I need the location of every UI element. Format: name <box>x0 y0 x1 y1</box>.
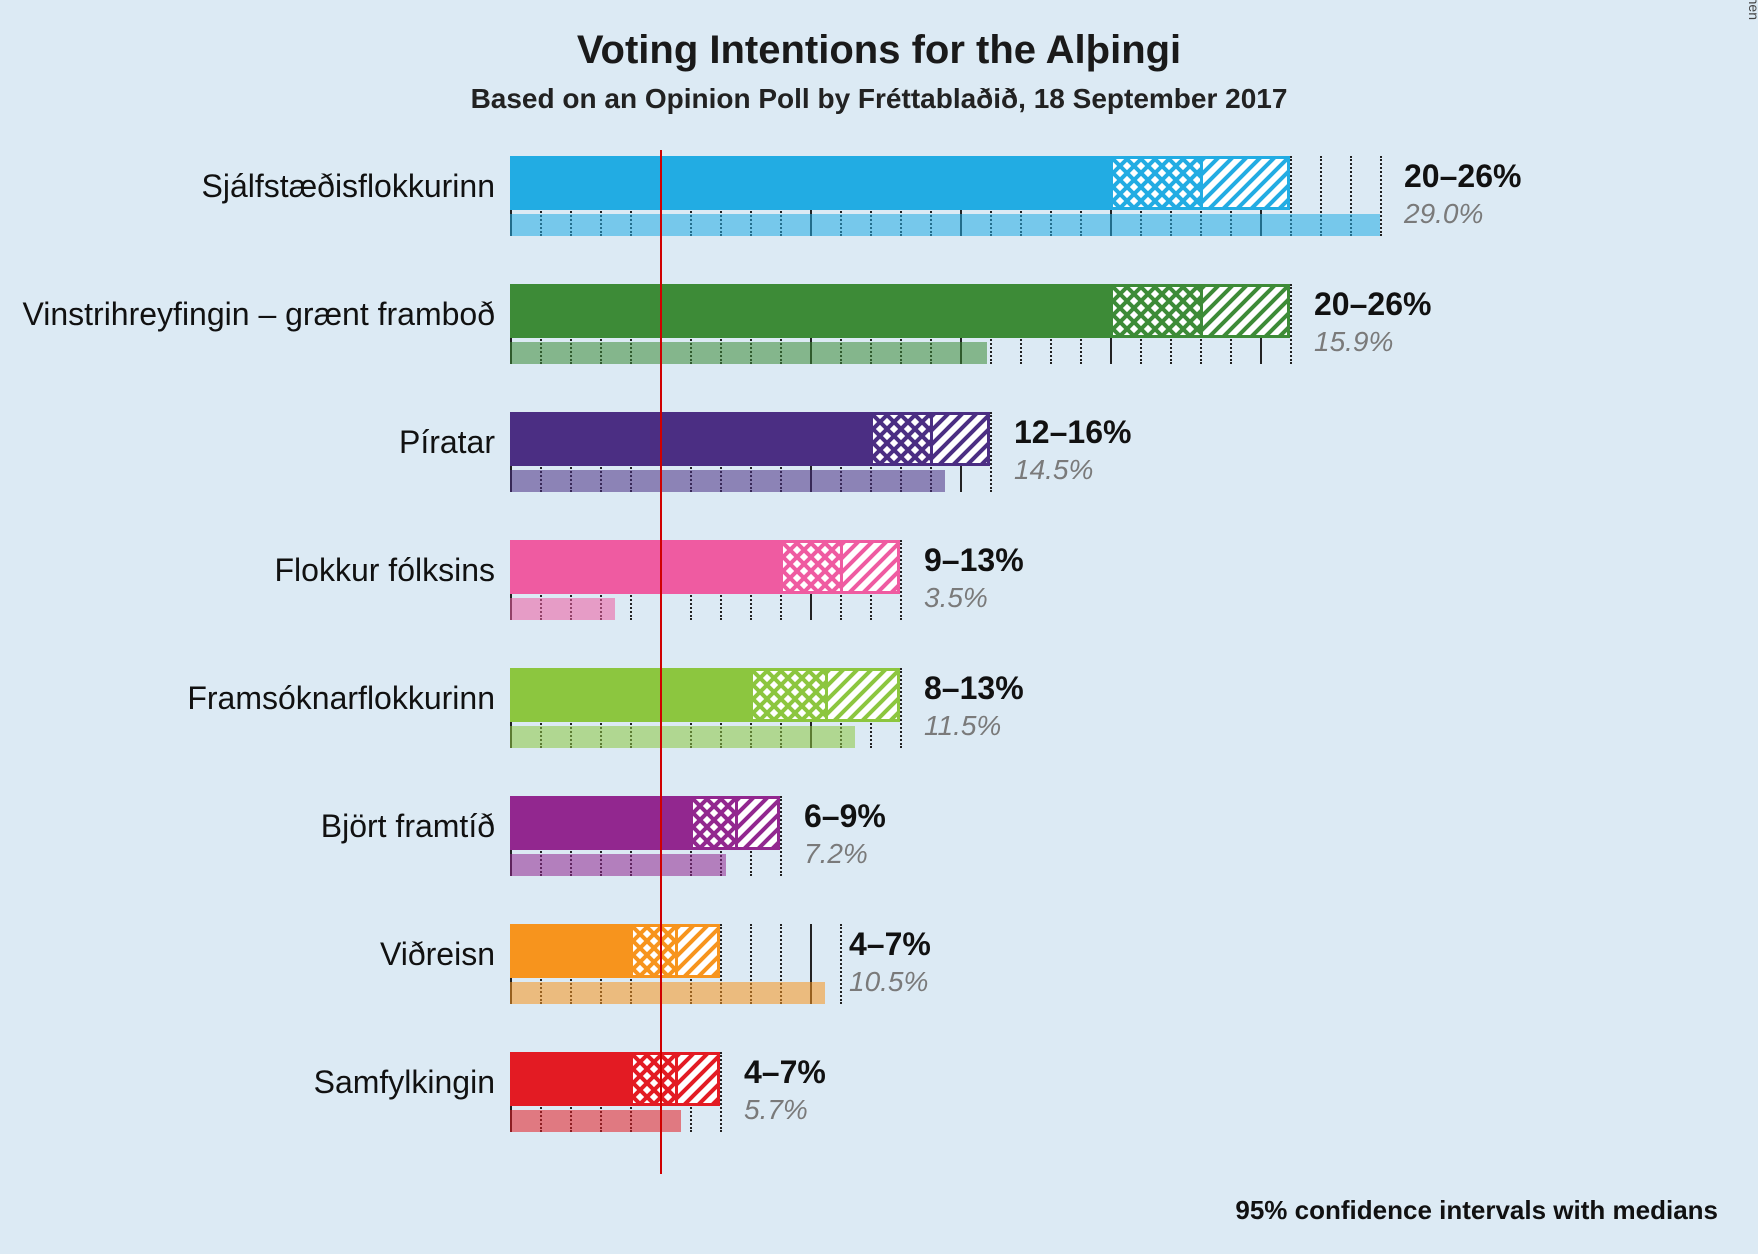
chart-title: Voting Intentions for the Alþingi <box>0 0 1758 73</box>
bar-ci-lower <box>1110 284 1200 338</box>
bar-ci-upper <box>840 540 900 594</box>
range-label: 6–9% <box>804 798 886 835</box>
previous-label: 3.5% <box>924 582 988 614</box>
bar-ci-upper <box>1200 284 1290 338</box>
previous-label: 29.0% <box>1404 198 1483 230</box>
chart-subtitle: Based on an Opinion Poll by Fréttablaðið… <box>0 83 1758 115</box>
party-label: Sjálfstæðisflokkurinn <box>0 168 495 205</box>
bar-ci-upper <box>1200 156 1290 210</box>
range-label: 9–13% <box>924 542 1024 579</box>
previous-label: 11.5% <box>924 710 1001 742</box>
bar-previous <box>510 598 615 620</box>
range-label: 12–16% <box>1014 414 1131 451</box>
previous-label: 15.9% <box>1314 326 1393 358</box>
party-row: Samfylkingin 4–7%5.7% <box>0 1046 1758 1174</box>
bar-ci-lower <box>750 668 825 722</box>
bar-solid <box>510 924 630 978</box>
bar-previous <box>510 1110 681 1132</box>
party-label: Björt framtíð <box>0 808 495 845</box>
copyright-text: © 2017 Filip van Laenen <box>1746 0 1758 20</box>
titles: Voting Intentions for the Alþingi Based … <box>0 0 1758 115</box>
range-label: 4–7% <box>744 1054 826 1091</box>
bar-ci-lower <box>630 1052 675 1106</box>
bar-previous <box>510 342 987 364</box>
party-row: Björt framtíð 6–9%7.2% <box>0 790 1758 918</box>
party-row: Vinstrihreyfingin – grænt framboð 20–26%1… <box>0 278 1758 406</box>
footer-note: 95% confidence intervals with medians <box>1235 1195 1718 1226</box>
party-label: Flokkur fólksins <box>0 552 495 589</box>
bar-ci-lower <box>690 796 735 850</box>
bar-previous <box>510 982 825 1004</box>
party-row: Viðreisn 4–7%10.5% <box>0 918 1758 1046</box>
party-label: Vinstrihreyfingin – grænt framboð <box>0 296 495 333</box>
bar-previous <box>510 854 726 876</box>
bar-previous <box>510 214 1380 236</box>
bar-ci-lower <box>1110 156 1200 210</box>
party-label: Viðreisn <box>0 936 495 973</box>
bar-ci-lower <box>780 540 840 594</box>
previous-label: 10.5% <box>849 966 928 998</box>
bar-previous <box>510 470 945 492</box>
bar-solid <box>510 284 1110 338</box>
bar-solid <box>510 412 870 466</box>
range-label: 4–7% <box>849 926 931 963</box>
bar-ci-upper <box>675 1052 720 1106</box>
party-row: Sjálfstæðisflokkurinn 20–26%29.0% <box>0 150 1758 278</box>
range-label: 8–13% <box>924 670 1024 707</box>
party-label: Samfylkingin <box>0 1064 495 1101</box>
chart-area: Sjálfstæðisflokkurinn20–26%29.0%Vinstrih… <box>0 150 1758 1174</box>
bar-ci-lower <box>630 924 675 978</box>
bar-ci-upper <box>825 668 900 722</box>
bar-solid <box>510 540 780 594</box>
bar-ci-upper <box>675 924 720 978</box>
range-label: 20–26% <box>1404 158 1521 195</box>
previous-label: 5.7% <box>744 1094 808 1126</box>
bar-solid <box>510 1052 630 1106</box>
bar-ci-lower <box>870 412 930 466</box>
party-row: Flokkur fólksins 9–13%3.5% <box>0 534 1758 662</box>
bar-solid <box>510 796 690 850</box>
previous-label: 7.2% <box>804 838 868 870</box>
party-label: Píratar <box>0 424 495 461</box>
previous-label: 14.5% <box>1014 454 1093 486</box>
party-label: Framsóknarflokkurinn <box>0 680 495 717</box>
bar-ci-upper <box>735 796 780 850</box>
bar-ci-upper <box>930 412 990 466</box>
range-label: 20–26% <box>1314 286 1431 323</box>
bar-previous <box>510 726 855 748</box>
party-row: Framsóknarflokkurinn 8–13%11.5% <box>0 662 1758 790</box>
bar-solid <box>510 156 1110 210</box>
bar-solid <box>510 668 750 722</box>
party-row: Píratar 12–16%14.5% <box>0 406 1758 534</box>
threshold-line <box>660 150 662 1174</box>
